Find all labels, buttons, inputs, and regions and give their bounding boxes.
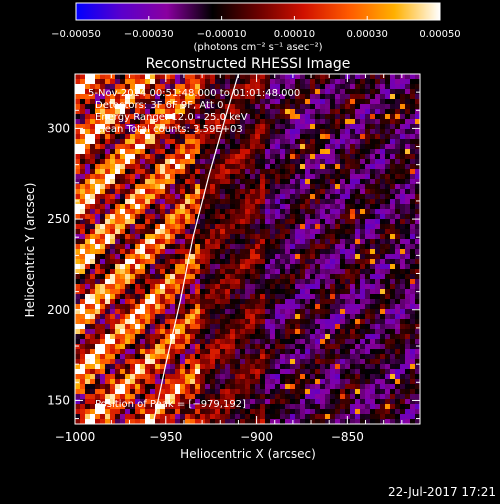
x-tick-label: −900 bbox=[240, 430, 273, 444]
y-tick-label: 200 bbox=[47, 303, 70, 317]
footer-date: 22-Jul-2017 17:21 bbox=[388, 485, 496, 499]
annotation-peak: Position of Peak = [−979,192] bbox=[95, 399, 246, 410]
y-tick-label: 150 bbox=[47, 393, 70, 407]
x-axis: −1000 −950 −900 −850 bbox=[55, 74, 421, 444]
y-axis-label: Heliocentric Y (arcsec) bbox=[23, 183, 37, 318]
x-tick-label: −850 bbox=[331, 430, 364, 444]
plot-frame bbox=[74, 73, 421, 425]
colorbar-tick-label: −0.00030 bbox=[124, 29, 174, 40]
annotation-energy: Energy Range: 12.0 - 25.0 keV bbox=[95, 112, 248, 123]
x-axis-label: Heliocentric X (arcsec) bbox=[180, 447, 316, 461]
colorbar-tick-label: 0.00030 bbox=[347, 29, 388, 40]
colorbar-ticks: −0.00050 −0.00030 −0.00010 0.00010 0.00030 0.… bbox=[51, 16, 461, 40]
annotation-method: Clean Total counts: 3.59E+03 bbox=[95, 124, 243, 135]
chart-title: Reconstructed RHESSI Image bbox=[146, 56, 351, 72]
annotation-detectors: Detectors: 3F 6F 9F, Att 0 bbox=[95, 100, 223, 111]
colorbar bbox=[75, 2, 441, 21]
solar-limb-curve bbox=[152, 74, 239, 424]
y-axis: 150 200 250 300 bbox=[47, 73, 420, 420]
colorbar-tick-label: −0.00050 bbox=[51, 29, 101, 40]
colorbar-tick-label: 0.00010 bbox=[274, 29, 315, 40]
heatmap bbox=[75, 74, 420, 424]
colorbar-units-label: (photons cm⁻² s⁻¹ asec⁻²) bbox=[193, 42, 322, 53]
y-tick-label: 300 bbox=[47, 121, 70, 135]
colorbar-tick-label: −0.00010 bbox=[197, 29, 247, 40]
y-tick-label: 250 bbox=[47, 212, 70, 226]
annotation-time-range: 5-Nov-2014 00:51:48.000 to 01:01:48.000 bbox=[88, 88, 300, 99]
x-tick-label: −1000 bbox=[55, 430, 96, 444]
x-tick-label: −950 bbox=[149, 430, 182, 444]
colorbar-tick-label: 0.00050 bbox=[419, 29, 460, 40]
